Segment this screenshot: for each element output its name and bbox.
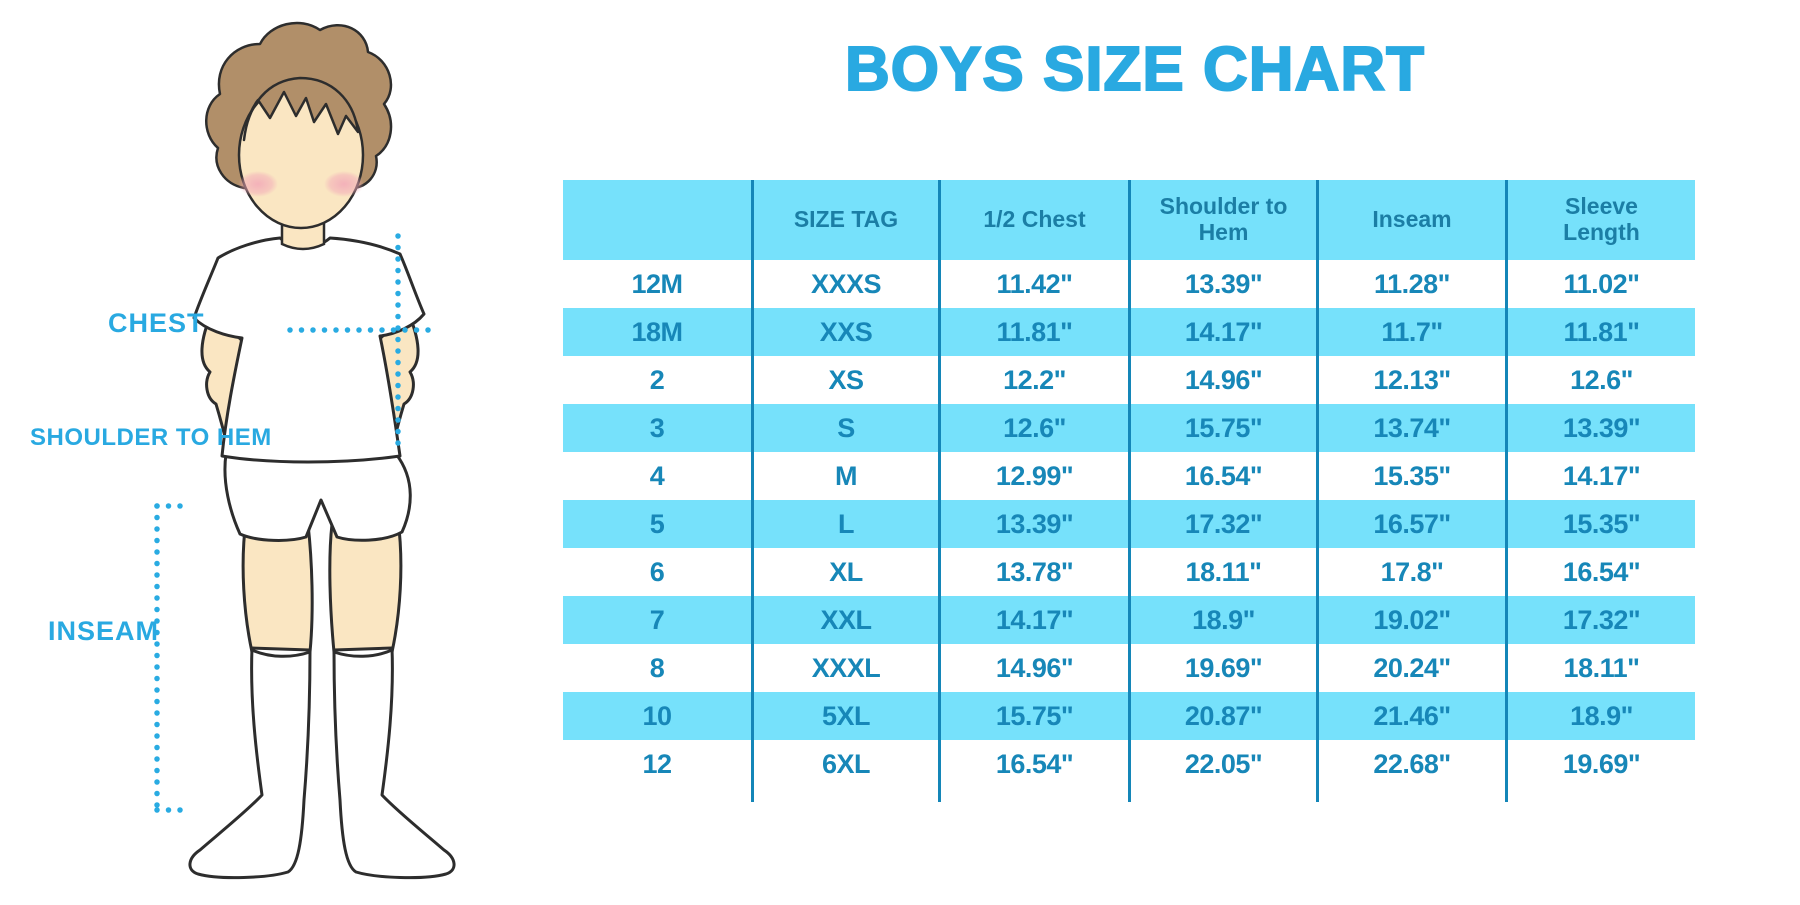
size-cell: 4 (649, 460, 665, 491)
measurement-cell: M (751, 452, 938, 500)
page-title: BOYS SIZE CHART (844, 34, 1425, 105)
blush-left (238, 171, 278, 197)
measurement-cell: 20.87" (1128, 692, 1316, 740)
measurement-cell: 5XL (751, 692, 938, 740)
size-cell: 8 (649, 652, 665, 683)
chest-label: CHEST (108, 308, 205, 338)
measurement-cell: S (751, 404, 938, 452)
measurement-cell: 12.6" (1505, 356, 1695, 404)
separator-tail (563, 788, 751, 802)
legs (241, 518, 403, 654)
column-header: SIZE TAG (751, 180, 938, 260)
separator-tail (1316, 788, 1505, 802)
size-cell: 5 (563, 500, 751, 548)
measurement-cell: 21.46" (1316, 692, 1505, 740)
measurement-cell: 18.9" (1505, 692, 1695, 740)
measurement-cell: 14.17" (1505, 452, 1695, 500)
measurement-cell: 12.6" (938, 404, 1128, 452)
measurement-cell: 11.7" (1316, 308, 1505, 356)
measurement-cell: 13.78" (938, 548, 1128, 596)
separator-tail (1505, 788, 1695, 802)
boy-illustration (154, 21, 456, 880)
measurement-cell: 13.39" (938, 500, 1128, 548)
column-header: Sleeve Length (1505, 180, 1695, 260)
column-header: 1/2 Chest (938, 180, 1128, 260)
measurement-cell: 17.32" (1505, 596, 1695, 644)
measurement-cell: 12.2" (938, 356, 1128, 404)
shirt (192, 236, 426, 464)
size-cell: 18M (563, 308, 751, 356)
measurement-cell: 18.11" (1128, 548, 1316, 596)
size-cell: 7 (563, 596, 751, 644)
size-cell: 2 (649, 364, 665, 395)
measurement-cell: L (751, 500, 938, 548)
measurement-cell: XS (751, 356, 938, 404)
blush-right (324, 171, 364, 197)
measurement-cell: 19.02" (1316, 596, 1505, 644)
size-table: SIZE TAG 1/2 Chest Shoulder to Hem Inseam Sl… (563, 180, 1695, 802)
measurement-cell: 15.35" (1316, 452, 1505, 500)
column-header: Inseam (1316, 180, 1505, 260)
size-cell: 12 (642, 748, 672, 779)
measurement-cell: 19.69" (1128, 644, 1316, 692)
measurement-cell: 16.54" (1505, 548, 1695, 596)
measurement-cell: XXL (751, 596, 938, 644)
measurement-cell: 22.68" (1316, 740, 1505, 788)
column-header: Shoulder to Hem (1128, 180, 1316, 260)
shorts (223, 452, 412, 542)
measurement-cell: 14.96" (1128, 356, 1316, 404)
measurement-cell: 16.57" (1316, 500, 1505, 548)
measurement-cell: 14.17" (938, 596, 1128, 644)
measurement-cell: XL (751, 548, 938, 596)
measurement-cell: 13.39" (1128, 260, 1316, 308)
shoulder-to-hem-label: SHOULDER TO HEM (30, 424, 272, 451)
measurement-cell: 11.02" (1505, 260, 1695, 308)
size-cell: 12M (631, 268, 683, 299)
measurement-lines (154, 233, 437, 813)
measurement-cell: 12.99" (938, 452, 1128, 500)
measurement-cell: XXXL (751, 644, 938, 692)
measurement-cell: 11.81" (1505, 308, 1695, 356)
measurement-cell: 18.11" (1505, 644, 1695, 692)
measurement-cell: 11.81" (938, 308, 1128, 356)
measurement-cell: 18.9" (1128, 596, 1316, 644)
measurement-cell: XXXS (751, 260, 938, 308)
separator-tail (938, 788, 1128, 802)
measurement-cell: 13.39" (1505, 404, 1695, 452)
measurement-cell: 19.69" (1505, 740, 1695, 788)
measurement-cell: 14.17" (1128, 308, 1316, 356)
measurement-cell: 16.54" (1128, 452, 1316, 500)
measurement-cell: 15.75" (938, 692, 1128, 740)
separator-tail (751, 788, 938, 802)
size-cell: 3 (563, 404, 751, 452)
measurement-cell: XXS (751, 308, 938, 356)
boy-measurement-figure: CHEST SHOULDER TO HEM INSEAM (0, 0, 560, 900)
measurement-cell: 15.35" (1505, 500, 1695, 548)
size-column-header (563, 180, 751, 260)
measurement-cell: 14.96" (938, 644, 1128, 692)
measurement-cell: 13.74" (1316, 404, 1505, 452)
measurement-cell: 15.75" (1128, 404, 1316, 452)
size-cell: 6 (649, 556, 665, 587)
measurement-cell: 17.8" (1316, 548, 1505, 596)
separator-tail (1128, 788, 1316, 802)
measurement-cell: 11.28" (1316, 260, 1505, 308)
measurement-cell: 11.42" (938, 260, 1128, 308)
hair-fringe (242, 76, 360, 142)
measurement-cell: 22.05" (1128, 740, 1316, 788)
socks (188, 646, 456, 880)
measurement-cell: 12.13" (1316, 356, 1505, 404)
measurement-cell: 20.24" (1316, 644, 1505, 692)
size-cell: 10 (563, 692, 751, 740)
measurement-cell: 6XL (751, 740, 938, 788)
inseam-label: INSEAM (48, 616, 160, 646)
measurement-cell: 16.54" (938, 740, 1128, 788)
measurement-cell: 17.32" (1128, 500, 1316, 548)
